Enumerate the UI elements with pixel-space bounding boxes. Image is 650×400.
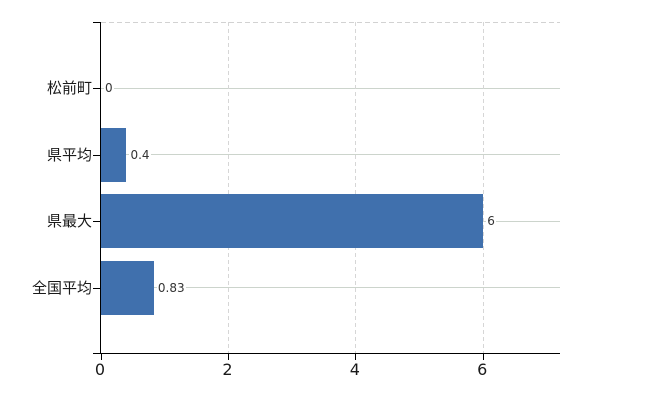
v-gridline: [482, 22, 484, 353]
value-label-1: 0.4: [129, 147, 151, 162]
y-axis-tick: [93, 154, 101, 156]
category-label-1: 県平均: [46, 145, 92, 164]
x-tick-label-3: 6: [477, 360, 488, 379]
x-axis-tick: [101, 354, 102, 360]
value-label-3: 0.83: [156, 280, 186, 295]
h-gridline: [101, 154, 560, 156]
bar-3: [101, 260, 154, 315]
category-label-0: 松前町: [46, 79, 92, 98]
x-axis-tick: [482, 354, 484, 360]
y-axis-tick: [93, 88, 101, 90]
bar-1: [101, 127, 127, 182]
y-axis-tick: [93, 22, 101, 23]
x-tick-label-1: 2: [222, 360, 233, 379]
category-label-3: 全国平均: [31, 278, 92, 297]
plot-area: 0 0.4 6 0.83: [93, 22, 560, 360]
h-gridline: [101, 87, 560, 89]
x-tick-label-2: 4: [349, 360, 360, 379]
v-gridline: [355, 22, 357, 353]
category-label-2: 県最大: [46, 212, 92, 231]
value-label-2: 6: [486, 214, 496, 229]
y-axis-tick: [93, 221, 101, 223]
bar-2: [101, 194, 484, 249]
value-label-0: 0: [104, 81, 114, 96]
h-gridline: [101, 287, 560, 289]
v-gridline: [227, 22, 229, 353]
x-axis-tick: [227, 354, 229, 360]
x-tick-label-0: 0: [94, 360, 106, 379]
x-axis-tick: [355, 354, 357, 360]
plot-top-border: [101, 22, 560, 23]
y-axis-tick: [93, 287, 101, 289]
x-axis-overhang: [93, 353, 101, 354]
